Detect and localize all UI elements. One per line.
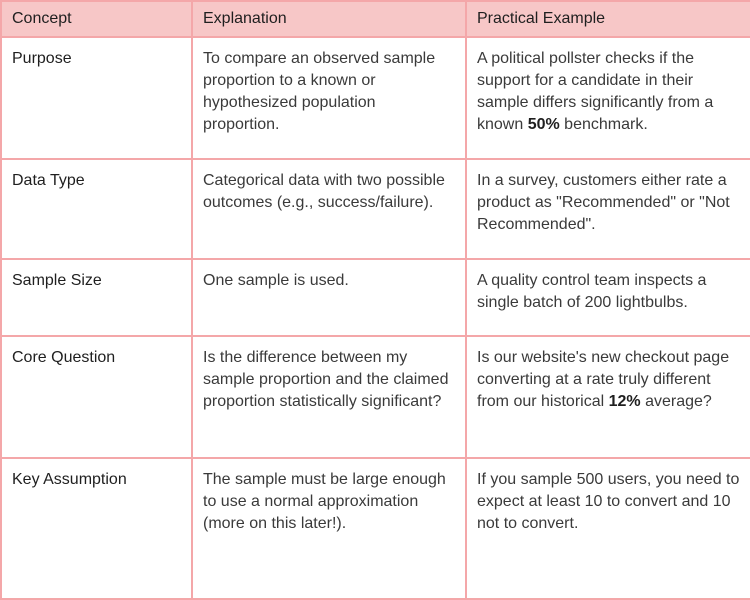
example-text-end: average?: [640, 393, 712, 410]
header-explanation: Explanation: [191, 0, 467, 38]
concept-cell: Sample Size: [0, 258, 193, 337]
table-body: Purpose To compare an observed sample pr…: [0, 36, 750, 600]
concept-cell: Key Assumption: [0, 457, 193, 600]
explanation-cell: Categorical data with two possible outco…: [191, 158, 467, 260]
example-cell: A political pollster checks if the suppo…: [465, 36, 750, 160]
concept-cell: Purpose: [0, 36, 193, 160]
explanation-cell: Is the difference between my sample prop…: [191, 335, 467, 459]
table-row: Key Assumption The sample must be large …: [0, 457, 750, 600]
example-text-end: benchmark.: [559, 116, 648, 133]
example-text: A political pollster checks if the suppo…: [477, 50, 714, 133]
table-row: Data Type Categorical data with two poss…: [0, 158, 750, 260]
example-highlight: 12%: [608, 393, 641, 410]
header-practical-example: Practical Example: [465, 0, 750, 38]
example-cell: A quality control team inspects a single…: [465, 258, 750, 337]
example-cell: Is our website's new checkout page conve…: [465, 335, 750, 459]
example-cell: In a survey, customers either rate a pro…: [465, 158, 750, 260]
example-text: Is our website's new checkout page conve…: [477, 349, 730, 410]
concept-cell: Core Question: [0, 335, 193, 459]
explanation-cell: One sample is used.: [191, 258, 467, 337]
example-text: In a survey, customers either rate a pro…: [477, 172, 730, 233]
header-concept: Concept: [0, 0, 193, 38]
header-row: Concept Explanation Practical Example: [0, 0, 750, 38]
example-highlight: 50%: [527, 116, 560, 133]
table-row: Core Question Is the difference between …: [0, 335, 750, 459]
explanation-cell: The sample must be large enough to use a…: [191, 457, 467, 600]
example-cell: If you sample 500 users, you need to exp…: [465, 457, 750, 600]
table-row: Purpose To compare an observed sample pr…: [0, 36, 750, 160]
table-header: Concept Explanation Practical Example: [0, 0, 750, 38]
example-text: A quality control team inspects a single…: [477, 272, 707, 311]
example-text: If you sample 500 users, you need to exp…: [477, 471, 740, 532]
explanation-cell: To compare an observed sample proportion…: [191, 36, 467, 160]
table-row: Sample Size One sample is used. A qualit…: [0, 258, 750, 337]
concept-cell: Data Type: [0, 158, 193, 260]
